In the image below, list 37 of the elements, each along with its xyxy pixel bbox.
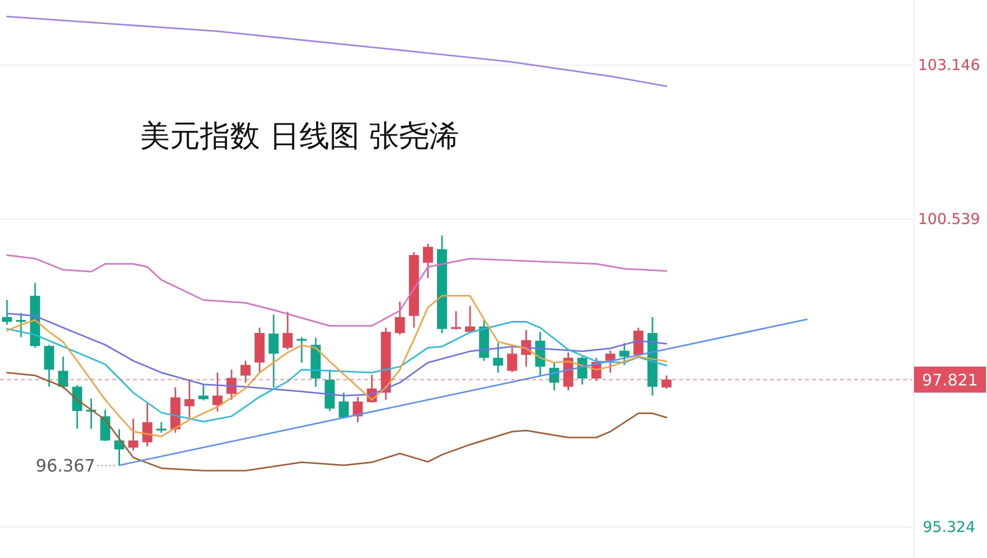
candlestick (507, 347, 518, 373)
candlestick (282, 311, 293, 350)
line-series (6, 295, 668, 438)
candlestick (465, 305, 476, 334)
candlestick (156, 421, 166, 434)
y-tick-label: 95.324 (922, 518, 976, 536)
candlestick (114, 428, 124, 466)
line-series (6, 254, 668, 327)
y-tick-label: 100.539 (918, 210, 980, 228)
candlestick (2, 299, 12, 326)
annotation: 96.367 (36, 456, 96, 476)
candlestick (128, 418, 138, 452)
candlestick (240, 360, 251, 384)
text: 美元指数 日线图 张尧浠 (140, 119, 460, 154)
line-series (6, 321, 668, 422)
y-tick-label: 103.146 (918, 56, 980, 74)
candlestick (451, 310, 461, 330)
candlestick (352, 396, 363, 423)
candlestick (394, 300, 405, 336)
candlestick (493, 342, 504, 374)
ref-line-label: 97.821 (922, 370, 978, 390)
candlestick (142, 402, 152, 448)
candlestick (661, 374, 672, 390)
candlestick (212, 372, 222, 412)
candlestick (226, 368, 237, 400)
candlestick (268, 314, 279, 388)
candlestick (16, 312, 26, 338)
candlestick (58, 356, 68, 390)
candlestick (338, 392, 349, 418)
line-series (6, 16, 668, 87)
candlestick (619, 342, 630, 366)
candlestick (184, 378, 194, 418)
candlestick (198, 384, 208, 402)
line-series (6, 372, 668, 472)
candlestick (422, 243, 433, 279)
candlestick (605, 350, 616, 374)
candlestick (44, 344, 54, 388)
